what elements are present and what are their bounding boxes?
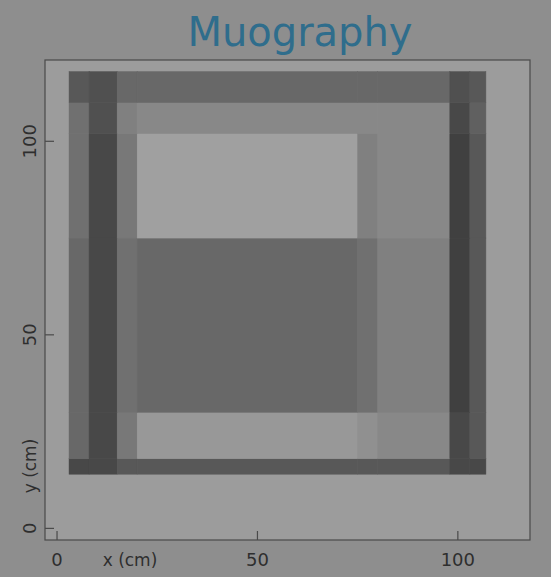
y-axis-title: y (cm): [20, 439, 40, 494]
y-tick: [45, 141, 54, 142]
cell: [69, 459, 89, 474]
y-tick-label: 100: [19, 124, 40, 158]
cell: [69, 134, 89, 239]
cell: [450, 412, 470, 458]
x-tick-label: 100: [441, 549, 475, 570]
cell: [470, 238, 486, 412]
x-tick: [56, 531, 57, 540]
cell: [137, 72, 357, 103]
cell: [450, 238, 470, 412]
cell: [358, 103, 378, 134]
y-tick-label: 0: [19, 523, 40, 534]
cell: [89, 72, 117, 103]
cell: [117, 103, 137, 134]
cell: [378, 134, 450, 239]
cell: [137, 412, 357, 458]
cell: [69, 238, 89, 412]
plot-area: [45, 60, 530, 540]
cell: [378, 238, 450, 412]
cell: [450, 459, 470, 474]
y-tick-label: 50: [19, 323, 40, 346]
cell: [89, 459, 117, 474]
cell: [470, 103, 486, 134]
cell: [69, 103, 89, 134]
cell: [89, 134, 117, 239]
cell: [117, 134, 137, 239]
cell: [117, 459, 137, 474]
cell: [89, 412, 117, 458]
x-tick: [457, 531, 458, 540]
cell: [137, 238, 357, 412]
x-tick-label: 50: [246, 549, 269, 570]
title: Muography: [187, 9, 412, 55]
cell: [470, 72, 486, 103]
cell: [89, 103, 117, 134]
cell: [69, 72, 89, 103]
cell: [137, 134, 357, 239]
cell: [117, 412, 137, 458]
cell: [470, 134, 486, 239]
cell: [378, 72, 450, 103]
background: [0, 0, 551, 577]
cell: [69, 412, 89, 458]
cell: [358, 72, 378, 103]
y-tick: [45, 528, 54, 529]
x-tick-label: 0: [51, 549, 62, 570]
cell: [137, 459, 357, 474]
cell: [358, 459, 378, 474]
cell: [470, 412, 486, 458]
y-tick: [45, 334, 54, 335]
cell: [378, 412, 450, 458]
x-axis-title: x (cm): [103, 550, 158, 570]
x-tick: [257, 531, 258, 540]
cell: [89, 238, 117, 412]
cell: [470, 459, 486, 474]
cell: [117, 238, 137, 412]
cell: [358, 238, 378, 412]
cell: [378, 103, 450, 134]
cell: [450, 134, 470, 239]
frame: [45, 60, 530, 540]
cells: [69, 72, 486, 475]
cell: [117, 72, 137, 103]
cell: [378, 459, 450, 474]
cell: [450, 72, 470, 103]
cell: [358, 412, 378, 458]
cell: [358, 134, 378, 239]
chart: 0 50 100 0 50 100 x (cm) y (cm) Muography: [0, 0, 551, 577]
cell: [137, 103, 357, 134]
cell: [450, 103, 470, 134]
